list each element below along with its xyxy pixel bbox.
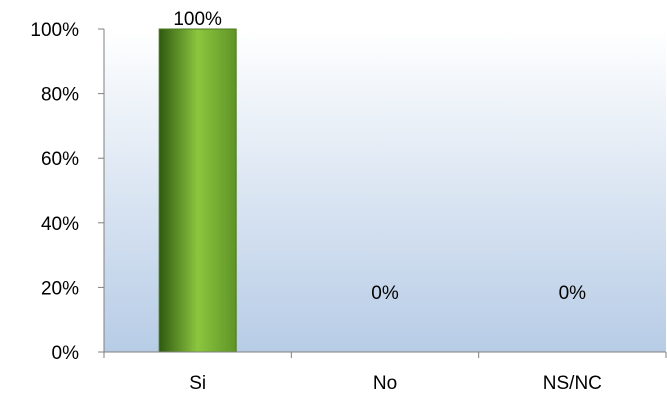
x-category-label: NS/NC <box>543 373 602 394</box>
x-category-label: No <box>373 373 397 394</box>
data-label: 0% <box>559 283 587 304</box>
data-label: 0% <box>371 283 399 304</box>
y-tick-label: 0% <box>52 343 80 364</box>
data-label: 100% <box>173 9 222 30</box>
y-tick-label: 100% <box>30 20 79 41</box>
y-tick-label: 20% <box>41 278 79 299</box>
y-tick-label: 80% <box>41 85 79 106</box>
x-category-label: Si <box>189 373 206 394</box>
y-tick-label: 60% <box>41 149 79 170</box>
bar-si <box>158 28 237 353</box>
y-tick-label: 40% <box>41 214 79 235</box>
